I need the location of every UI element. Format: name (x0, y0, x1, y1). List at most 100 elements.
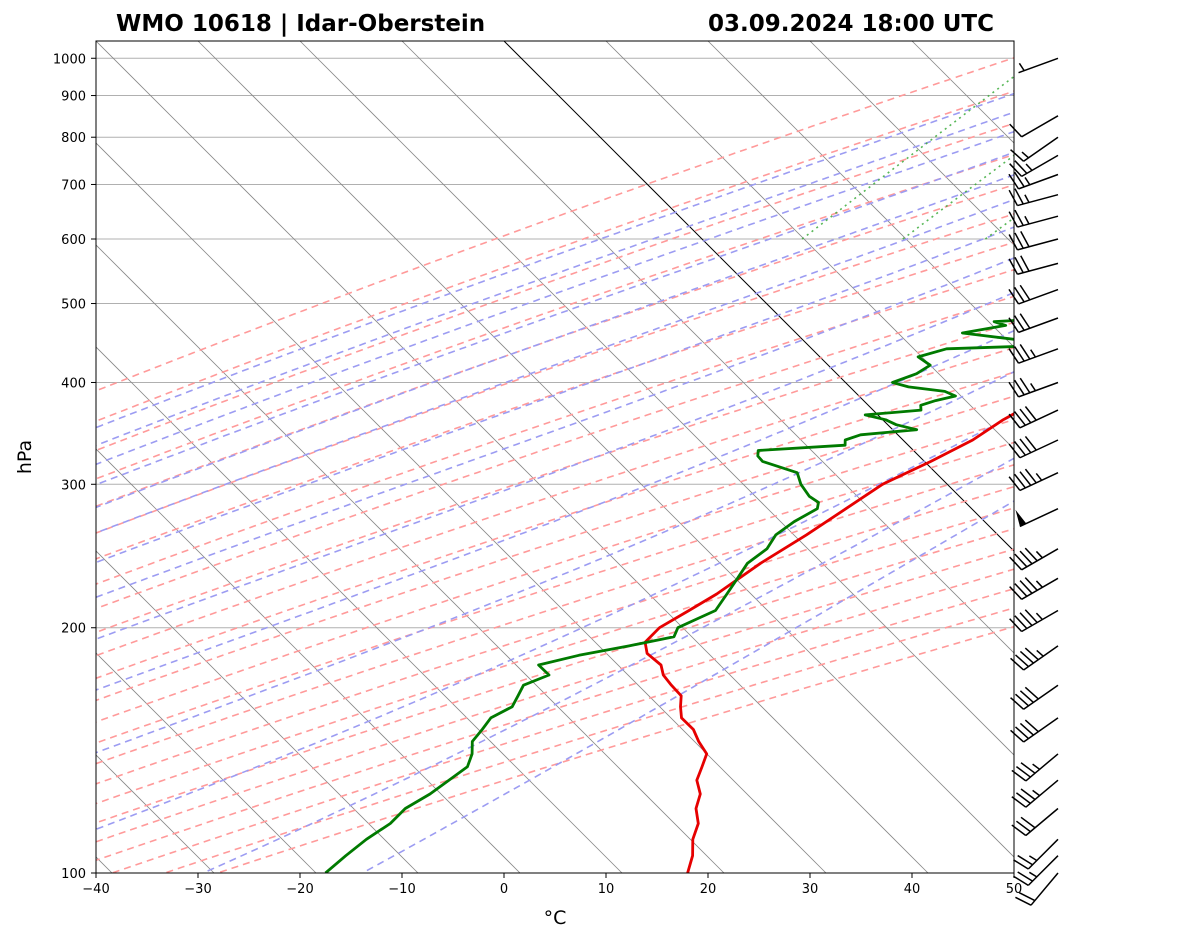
mixing-ratio-line (1169, 41, 1181, 239)
y-tick-label: 600 (61, 233, 86, 248)
x-tick-label: 50 (1006, 882, 1023, 897)
sounding-profiles (324, 319, 1014, 873)
x-axis-label: °C (544, 907, 567, 929)
wind-barb (1008, 209, 1059, 228)
wind-barb (1009, 115, 1059, 138)
wind-barb (1018, 57, 1059, 74)
dry-adiabat (96, 321, 1014, 634)
wind-barb (1010, 136, 1059, 162)
isotherm (96, 550, 419, 873)
dewpoint-profile (324, 319, 1014, 873)
wind-barb (1008, 344, 1059, 364)
dry-adiabat (96, 213, 1014, 534)
moist-adiabat (96, 257, 1014, 599)
y-tick-label: 800 (61, 131, 86, 146)
y-tick-label: 700 (61, 178, 86, 193)
y-axis-label: hPa (14, 440, 36, 474)
wind-barb (1008, 231, 1059, 251)
isotherm (96, 448, 521, 873)
wind-barb (1008, 255, 1059, 275)
x-tick-label: 30 (802, 882, 819, 897)
wind-barb (1015, 872, 1059, 906)
isotherm (605, 41, 1014, 450)
y-tick-label: 1000 (53, 52, 86, 67)
moist-adiabat (96, 226, 1014, 564)
x-tick-label: −10 (388, 882, 415, 897)
moist-adiabat (96, 92, 1014, 429)
isotherm (0, 41, 10, 873)
isotherm (96, 244, 725, 873)
y-tick-label: 100 (61, 867, 86, 882)
wind-barbs (1008, 57, 1059, 906)
background-lines (0, 41, 1181, 873)
y-tick-label: 300 (61, 478, 86, 493)
axis-ticks: −40 −30 −20 −10 0 10 20 30 40 50 100 200 300 400 500 60… (53, 52, 1022, 897)
wind-barb (1011, 753, 1059, 782)
x-tick-label: −30 (184, 882, 211, 897)
wind-barb (1009, 609, 1059, 633)
x-tick-label: −40 (82, 882, 109, 897)
isotherm (299, 41, 1014, 756)
wind-barb (1013, 838, 1059, 870)
wind-barb (1008, 284, 1059, 305)
wind-barb (1009, 547, 1059, 571)
dry-adiabat (96, 90, 1014, 423)
x-tick-label: 20 (700, 882, 717, 897)
temperature-profile (643, 412, 1014, 873)
dry-adiabat (96, 418, 1014, 723)
dry-adiabat (96, 395, 1014, 702)
isotherm (401, 41, 1014, 654)
wind-barb (1008, 406, 1059, 429)
y-tick-label: 900 (61, 90, 86, 105)
wind-barb (1010, 684, 1059, 710)
dry-adiabat (96, 57, 1014, 392)
dry-adiabat (96, 241, 1014, 560)
wind-barb (1010, 717, 1059, 743)
plot-frame (95, 40, 1015, 874)
x-tick-label: 40 (904, 882, 921, 897)
dry-adiabat (96, 485, 1014, 785)
chart-title-station: WMO 10618 | Idar-Oberstein (116, 11, 485, 37)
y-tick-label: 400 (61, 376, 86, 391)
moist-adiabat (362, 500, 1014, 873)
wind-barb (1008, 171, 1059, 190)
x-tick-label: 0 (500, 882, 508, 897)
wind-barb (1011, 779, 1059, 808)
moist-adiabat (96, 198, 1014, 534)
wind-barb (1008, 435, 1059, 459)
isotherm (96, 142, 827, 873)
moist-adiabat (96, 329, 1014, 691)
wind-barb (1009, 577, 1059, 600)
isotherm (1116, 41, 1181, 873)
wind-barb (1013, 855, 1059, 887)
wind-barb (1008, 468, 1059, 492)
wind-barb (1008, 313, 1059, 334)
mixing-ratio-line (1037, 41, 1181, 239)
moist-adiabat (96, 370, 1014, 754)
isotherm (197, 41, 1014, 858)
moist-adiabat (96, 111, 1014, 447)
plot-area (96, 41, 1014, 873)
isotherm (96, 346, 623, 873)
dry-adiabat (96, 183, 1014, 508)
chart-title-datetime: 03.09.2024 18:00 UTC (708, 11, 994, 37)
dry-adiabat (96, 507, 1014, 805)
mixing-ratio-line (984, 216, 1014, 240)
x-tick-label: 10 (598, 882, 615, 897)
mixing-ratio-line (1104, 41, 1181, 239)
x-tick-label: −20 (286, 882, 313, 897)
wind-barb (1015, 508, 1059, 528)
wind-barb (1009, 154, 1059, 178)
dry-adiabat (96, 122, 1014, 452)
zero-isotherm (503, 41, 1014, 552)
y-tick-label: 500 (61, 298, 86, 313)
wind-barb (1011, 807, 1059, 837)
moist-adiabat (96, 173, 1014, 509)
isotherm (96, 41, 929, 873)
y-tick-label: 200 (61, 622, 86, 637)
wind-barb (1008, 188, 1059, 207)
wind-barb (1008, 377, 1059, 398)
isotherm (809, 41, 1014, 246)
